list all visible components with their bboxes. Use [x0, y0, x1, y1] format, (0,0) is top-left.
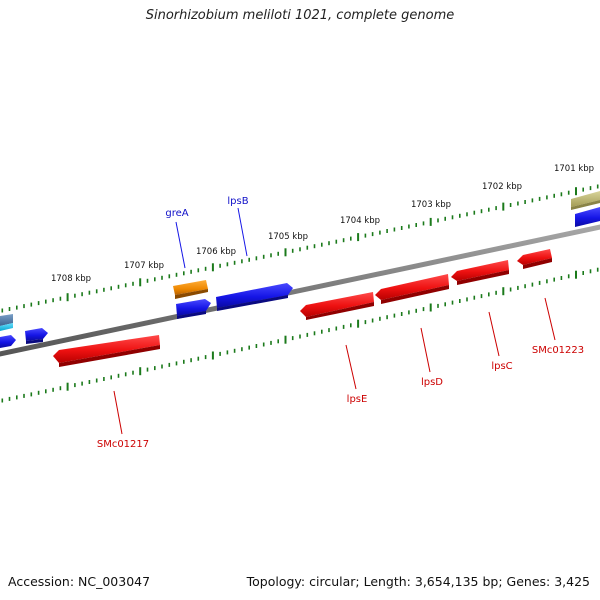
leader-line-smc01223 — [544, 297, 556, 341]
gene-feature-lpsb[interactable] — [216, 283, 293, 311]
tick-label: 1704 kbp — [340, 216, 380, 226]
tick-label: 1702 kbp — [482, 182, 522, 192]
gene-feature-smc01223[interactable] — [517, 249, 552, 269]
leader-line-smc01217 — [113, 390, 123, 435]
map-title: Sinorhizobium meliloti 1021, complete ge… — [145, 8, 455, 23]
gene-label-lpsd[interactable]: lpsD — [421, 377, 443, 388]
gene-feature-partial-olive[interactable] — [571, 191, 600, 210]
leader-line-lpsb — [237, 207, 248, 257]
tick-label: 1701 kbp — [554, 164, 594, 174]
gene-label-smc01223[interactable]: SMc01223 — [532, 345, 584, 356]
gene-feature-partial-cyan[interactable] — [0, 323, 13, 331]
leader-line-lpse — [345, 344, 357, 390]
genome-summary-text: Topology: circular; Length: 3,654,135 bp… — [246, 574, 590, 589]
gene-feature-smc01217[interactable] — [53, 335, 160, 367]
reverse-tick-track — [1, 267, 599, 403]
gene-feature-lpsc[interactable] — [451, 260, 509, 285]
gene-label-smc01217[interactable]: SMc01217 — [97, 439, 149, 450]
tick-label: 1706 kbp — [196, 247, 236, 257]
accession-text: Accession: NC_003047 — [8, 574, 151, 589]
leader-line-lpsd — [420, 327, 431, 373]
gene-feature-lpsd[interactable] — [375, 274, 449, 304]
gene-feature-lpse[interactable] — [300, 292, 374, 320]
gene-feature-small-blue-left[interactable] — [25, 328, 48, 344]
leader-line-lpsc — [488, 311, 500, 357]
gene-feature-partial-blue-right[interactable] — [575, 207, 600, 227]
tick-label: 1705 kbp — [268, 232, 308, 242]
leader-line-grea — [175, 221, 186, 269]
gene-feature-partial-blue-left[interactable] — [0, 335, 16, 348]
tick-label: 1707 kbp — [124, 261, 164, 271]
gene-label-lpsc[interactable]: lpsC — [491, 361, 512, 372]
gene-feature-small-blue[interactable] — [176, 299, 211, 319]
gene-feature-partial-steel[interactable] — [0, 314, 13, 326]
gene-feature-grea[interactable] — [173, 280, 208, 299]
forward-tick-track — [1, 184, 599, 313]
gene-label-lpsb[interactable]: lpsB — [227, 196, 248, 207]
tick-label: 1708 kbp — [51, 274, 91, 284]
gene-label-grea[interactable]: greA — [165, 208, 188, 219]
gene-label-lpse[interactable]: lpsE — [347, 394, 368, 405]
genome-backbone — [0, 224, 600, 357]
tick-label: 1703 kbp — [411, 200, 451, 210]
